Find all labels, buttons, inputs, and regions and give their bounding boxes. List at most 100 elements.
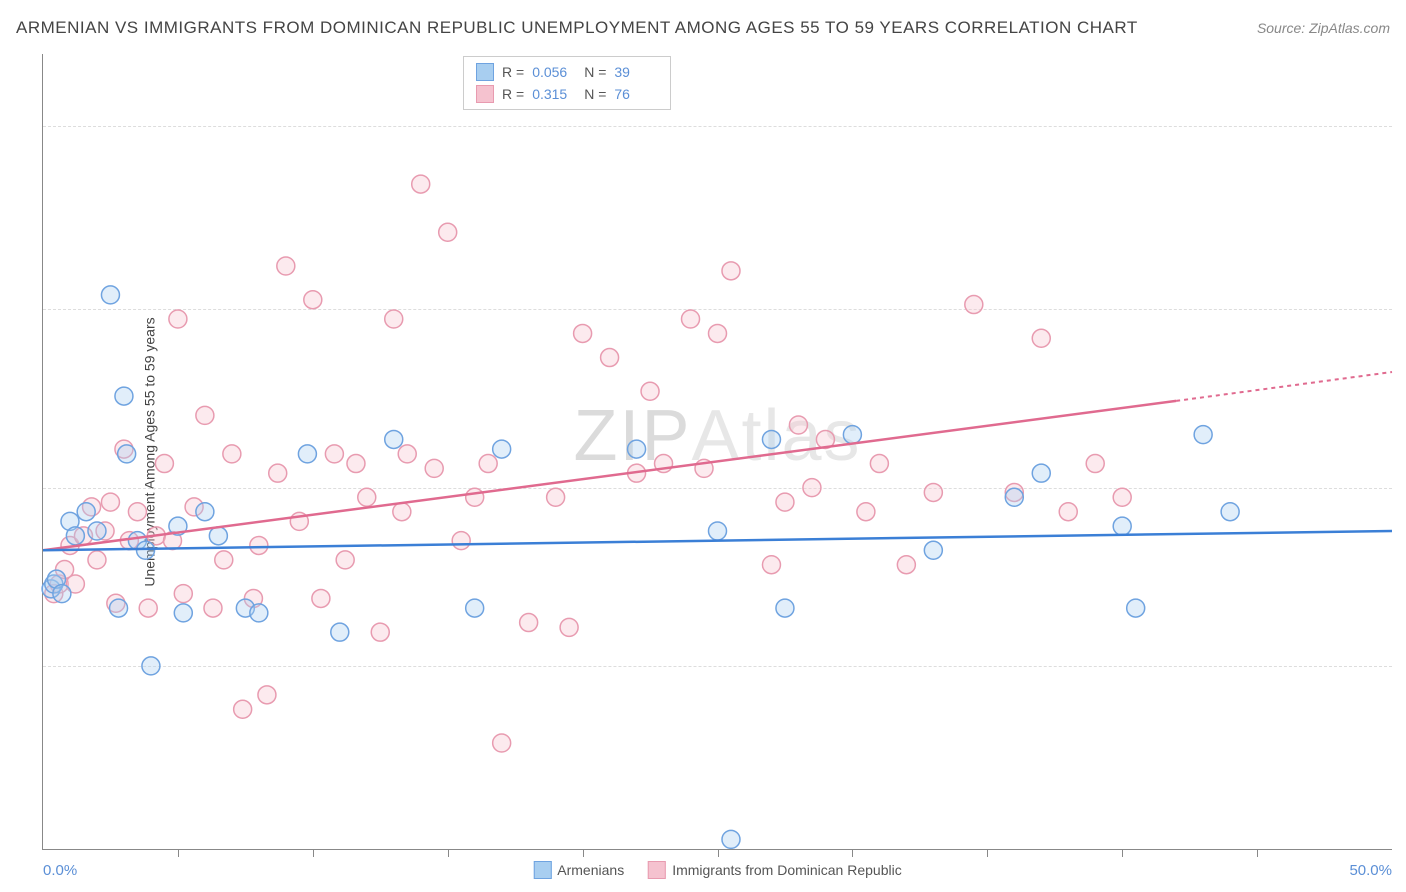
scatter-point	[215, 551, 233, 569]
scatter-point	[439, 223, 457, 241]
scatter-point	[709, 522, 727, 540]
scatter-point	[304, 291, 322, 309]
scatter-point	[142, 657, 160, 675]
scatter-point	[466, 599, 484, 617]
scatter-point	[722, 262, 740, 280]
scatter-point	[358, 488, 376, 506]
scatter-point	[493, 734, 511, 752]
scatter-point	[789, 416, 807, 434]
scatter-point	[425, 459, 443, 477]
scatter-point	[560, 618, 578, 636]
scatter-point	[298, 445, 316, 463]
scatter-point	[1032, 464, 1050, 482]
scatter-point	[223, 445, 241, 463]
scatter-point	[88, 551, 106, 569]
scatter-point	[466, 488, 484, 506]
y-tick-label: 7.5%	[1400, 479, 1406, 496]
scatter-point	[398, 445, 416, 463]
r-label: R =	[502, 83, 524, 105]
chart-area: Unemployment Among Ages 55 to 59 years 1…	[42, 54, 1392, 850]
scatter-point	[493, 440, 511, 458]
bottom-legend: Armenians Immigrants from Dominican Repu…	[533, 861, 901, 879]
scatter-point	[66, 527, 84, 545]
y-tick-label: 11.2%	[1400, 301, 1406, 318]
scatter-point	[393, 503, 411, 521]
r-label: R =	[502, 61, 524, 83]
scatter-point	[174, 585, 192, 603]
scatter-point	[1032, 329, 1050, 347]
r-value-2: 0.315	[532, 83, 576, 105]
legend-swatch2-icon	[648, 861, 666, 879]
legend-swatch1-icon	[533, 861, 551, 879]
scatter-point	[601, 349, 619, 367]
scatter-point	[196, 406, 214, 424]
y-tick-label: 15.0%	[1400, 118, 1406, 135]
scatter-point	[1086, 455, 1104, 473]
scatter-point	[385, 430, 403, 448]
scatter-point	[520, 614, 538, 632]
stats-row-2: R = 0.315 N = 76	[476, 83, 658, 105]
scatter-point	[336, 551, 354, 569]
scatter-point	[234, 700, 252, 718]
legend-label-1: Armenians	[557, 862, 624, 878]
scatter-point	[843, 426, 861, 444]
scatter-point	[174, 604, 192, 622]
scatter-point	[118, 445, 136, 463]
scatter-point	[897, 556, 915, 574]
r-value-1: 0.056	[532, 61, 576, 83]
scatter-point	[870, 455, 888, 473]
scatter-point	[1113, 517, 1131, 535]
scatter-point	[547, 488, 565, 506]
trend-line	[1176, 372, 1392, 401]
scatter-point	[776, 493, 794, 511]
scatter-point	[269, 464, 287, 482]
scatter-point	[209, 527, 227, 545]
scatter-point	[628, 440, 646, 458]
scatter-point	[709, 324, 727, 342]
scatter-point	[1221, 503, 1239, 521]
scatter-point	[641, 382, 659, 400]
legend-label-2: Immigrants from Dominican Republic	[672, 862, 902, 878]
scatter-point	[1059, 503, 1077, 521]
scatter-point	[250, 604, 268, 622]
swatch-series2-icon	[476, 85, 494, 103]
scatter-point	[250, 536, 268, 554]
scatter-point	[258, 686, 276, 704]
n-value-1: 39	[614, 61, 658, 83]
n-label: N =	[584, 61, 606, 83]
scatter-point	[1005, 488, 1023, 506]
y-tick-label: 3.8%	[1400, 657, 1406, 674]
scatter-point	[452, 532, 470, 550]
scatter-point	[204, 599, 222, 617]
stats-row-1: R = 0.056 N = 39	[476, 61, 658, 83]
legend-item-1: Armenians	[533, 861, 624, 879]
scatter-point	[88, 522, 106, 540]
stats-legend: R = 0.056 N = 39 R = 0.315 N = 76	[463, 56, 671, 110]
scatter-point	[682, 310, 700, 328]
trend-line	[43, 401, 1176, 550]
scatter-point	[1113, 488, 1131, 506]
scatter-point	[776, 599, 794, 617]
x-max-label: 50.0%	[1349, 862, 1392, 879]
scatter-point	[331, 623, 349, 641]
scatter-plot	[43, 54, 1392, 849]
scatter-point	[101, 493, 119, 511]
scatter-point	[77, 503, 95, 521]
scatter-point	[371, 623, 389, 641]
scatter-point	[803, 479, 821, 497]
scatter-point	[574, 324, 592, 342]
scatter-point	[385, 310, 403, 328]
scatter-point	[312, 589, 330, 607]
scatter-point	[110, 599, 128, 617]
scatter-point	[1194, 426, 1212, 444]
scatter-point	[155, 455, 173, 473]
x-min-label: 0.0%	[43, 862, 77, 879]
scatter-point	[53, 585, 71, 603]
scatter-point	[857, 503, 875, 521]
n-value-2: 76	[614, 83, 658, 105]
scatter-point	[137, 541, 155, 559]
scatter-point	[139, 599, 157, 617]
scatter-point	[277, 257, 295, 275]
chart-title: ARMENIAN VS IMMIGRANTS FROM DOMINICAN RE…	[16, 18, 1138, 38]
scatter-point	[965, 296, 983, 314]
